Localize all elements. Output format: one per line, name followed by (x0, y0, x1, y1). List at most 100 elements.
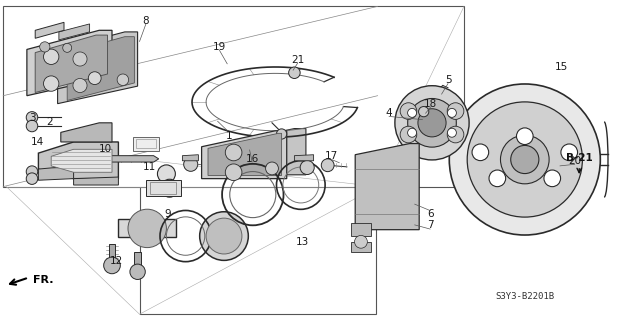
Polygon shape (182, 155, 198, 161)
Circle shape (408, 108, 417, 117)
Text: 11: 11 (143, 161, 156, 172)
Text: 9: 9 (164, 209, 171, 219)
Circle shape (489, 170, 506, 187)
Circle shape (449, 84, 600, 235)
Circle shape (447, 108, 456, 117)
Polygon shape (208, 133, 282, 175)
Circle shape (117, 74, 129, 85)
Circle shape (447, 103, 464, 119)
Bar (136, 139, 156, 148)
Circle shape (418, 109, 446, 137)
Text: 3: 3 (29, 113, 35, 123)
Circle shape (400, 103, 417, 119)
Polygon shape (294, 155, 314, 161)
Circle shape (419, 107, 429, 117)
Polygon shape (95, 156, 159, 162)
Text: 1: 1 (226, 130, 232, 141)
Circle shape (73, 78, 87, 93)
Polygon shape (118, 219, 176, 237)
Circle shape (128, 209, 166, 248)
Text: 14: 14 (31, 137, 44, 147)
Polygon shape (202, 131, 287, 179)
Circle shape (225, 144, 242, 161)
Circle shape (447, 126, 464, 143)
Bar (133, 137, 159, 151)
Polygon shape (221, 129, 306, 175)
Circle shape (26, 120, 38, 132)
Text: 10: 10 (99, 144, 112, 154)
Text: FR.: FR. (33, 275, 54, 285)
Circle shape (161, 179, 179, 197)
Polygon shape (67, 37, 134, 100)
Text: 7: 7 (427, 220, 433, 230)
Circle shape (500, 135, 549, 184)
Text: 12: 12 (110, 256, 123, 266)
Text: 19: 19 (213, 42, 226, 52)
Circle shape (73, 52, 87, 66)
Circle shape (544, 170, 561, 187)
Text: 4: 4 (386, 108, 392, 118)
Polygon shape (35, 22, 64, 38)
Circle shape (511, 145, 539, 174)
Circle shape (300, 160, 314, 174)
Polygon shape (51, 149, 112, 172)
Polygon shape (59, 24, 90, 40)
Text: 13: 13 (296, 237, 309, 247)
Circle shape (408, 128, 417, 137)
Polygon shape (109, 244, 115, 265)
Circle shape (472, 144, 489, 161)
Text: 2: 2 (47, 117, 53, 127)
Circle shape (40, 42, 50, 52)
Bar (150, 182, 176, 194)
Circle shape (266, 162, 278, 175)
Polygon shape (355, 144, 419, 230)
Polygon shape (38, 142, 118, 179)
Bar (3, 6, 464, 187)
Text: 15: 15 (556, 62, 568, 72)
Circle shape (289, 67, 300, 78)
Text: 8: 8 (143, 16, 149, 26)
Circle shape (130, 264, 145, 279)
Circle shape (63, 43, 72, 52)
Polygon shape (61, 123, 112, 142)
Circle shape (88, 72, 101, 85)
Circle shape (561, 144, 577, 161)
Circle shape (467, 102, 582, 217)
Text: S3Y3-B2201B: S3Y3-B2201B (495, 292, 554, 301)
Circle shape (26, 173, 38, 184)
Circle shape (400, 126, 417, 143)
Circle shape (225, 164, 242, 181)
Polygon shape (74, 177, 118, 185)
Circle shape (157, 165, 175, 183)
Circle shape (44, 49, 59, 64)
Text: B-21: B-21 (566, 153, 593, 163)
Bar (146, 180, 181, 196)
Circle shape (26, 112, 38, 123)
Text: 6: 6 (427, 209, 433, 219)
Bar (140, 160, 376, 314)
Polygon shape (58, 32, 138, 104)
Text: 20: 20 (568, 156, 581, 166)
Polygon shape (351, 242, 371, 252)
Text: 17: 17 (325, 151, 338, 161)
Circle shape (206, 218, 242, 254)
Circle shape (44, 76, 59, 91)
Circle shape (184, 157, 198, 171)
Polygon shape (27, 30, 112, 96)
Text: 18: 18 (424, 99, 437, 109)
Circle shape (276, 129, 287, 139)
Circle shape (355, 235, 367, 248)
Text: 16: 16 (246, 154, 259, 164)
Circle shape (104, 257, 120, 274)
Circle shape (26, 166, 38, 177)
Text: 21: 21 (291, 55, 304, 65)
Circle shape (321, 159, 334, 172)
Circle shape (200, 212, 248, 260)
Text: 5: 5 (445, 75, 451, 85)
Circle shape (447, 128, 456, 137)
Circle shape (395, 86, 469, 160)
Polygon shape (35, 35, 108, 93)
Polygon shape (38, 166, 74, 180)
Circle shape (408, 99, 456, 147)
Circle shape (516, 128, 533, 145)
